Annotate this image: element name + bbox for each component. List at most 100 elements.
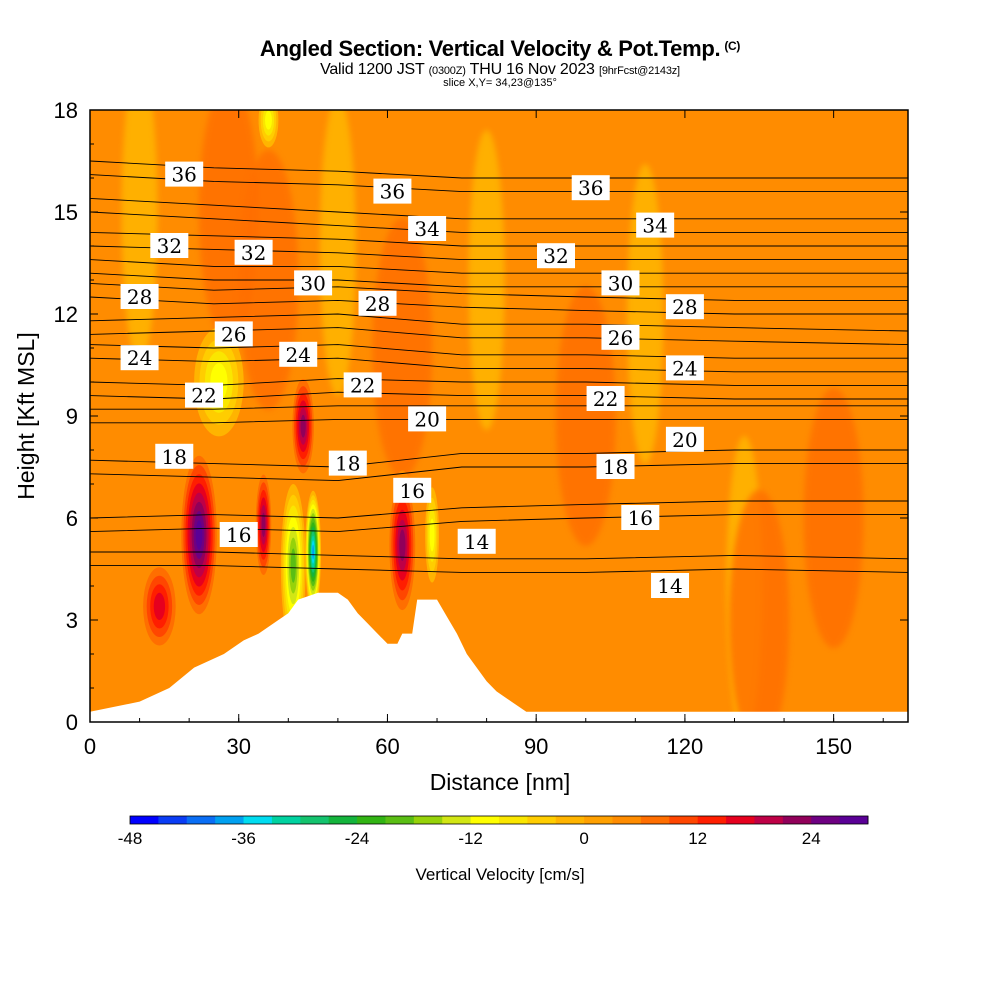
contour-label-box (214, 321, 253, 347)
contour-label-box (120, 345, 159, 371)
contour-label-box (596, 454, 635, 479)
colorbar-swatch (243, 816, 273, 824)
slice-info: slice X,Y= 34,23@135° (443, 77, 557, 89)
contour-label-box (219, 522, 258, 547)
theta-contour (90, 405, 908, 410)
contour-label-box (601, 324, 640, 350)
colorbar-frame (129, 815, 869, 825)
contour-label: 18 (162, 445, 187, 469)
weak-band (319, 110, 356, 396)
theta-contour (90, 282, 908, 301)
colorbar-swatch (754, 816, 784, 824)
chart-subtitle: Valid 1200 JST (0300Z) THU 16 Nov 2023 [… (0, 61, 1000, 79)
colorbar-swatch (839, 816, 869, 824)
x-tick-label: 150 (815, 734, 852, 759)
updraft-cell (261, 512, 266, 537)
colorbar-label: Vertical Velocity [cm/s] (415, 865, 584, 884)
x-tick-label: 60 (375, 734, 399, 759)
colorbar-swatch (555, 816, 585, 824)
contour-label: 32 (157, 234, 182, 258)
colorbar-tick-label: -48 (118, 829, 143, 848)
contour-label-box (586, 386, 625, 411)
theta-contour (90, 344, 908, 359)
y-tick-label: 6 (66, 506, 78, 531)
contour-label: 32 (543, 244, 568, 268)
contour-label: 26 (221, 322, 246, 346)
y-tick-label: 9 (66, 404, 78, 429)
contour-label: 34 (642, 214, 667, 238)
chart-title: Angled Section: Vertical Velocity & Pot.… (0, 36, 1000, 62)
colorbar-tick-label: -36 (231, 829, 256, 848)
y-tick-label: 3 (66, 608, 78, 633)
contour-label: 20 (672, 428, 697, 452)
light-updraft-band (555, 286, 616, 546)
contour-label: 20 (414, 407, 439, 431)
subtitle-utc: (0300Z) (428, 65, 466, 77)
contour-label: 16 (628, 506, 653, 530)
theta-contour (90, 327, 908, 346)
contour-label-box (373, 178, 412, 204)
updraft-cell (195, 520, 203, 550)
colorbar-tick-label: 24 (802, 829, 821, 848)
contour-label: 18 (603, 455, 628, 479)
contour-label: 22 (593, 387, 618, 411)
contour-label-box (279, 341, 318, 367)
weak-band (468, 130, 505, 430)
updraft-cell (153, 592, 166, 621)
theta-contour (90, 160, 908, 179)
contour-labels: 36 36 36 34 34 32 32 32 30 30 28 28 28 26 26 24 24 24 22 22… (120, 161, 704, 598)
downdraft-cell (429, 518, 435, 552)
contour-label-box (621, 505, 660, 530)
contour-label-box (665, 294, 704, 320)
title-text: Angled Section: Vertical Velocity & Pot.… (259, 36, 721, 61)
contour-label: 14 (657, 574, 682, 598)
contour-label-box (393, 477, 432, 503)
x-tick-label: 120 (667, 734, 704, 759)
subtitle-date: THU 16 Nov 2023 (469, 61, 595, 78)
colorbar-swatch (584, 816, 614, 824)
contour-label: 28 (365, 292, 390, 316)
contour-label: 16 (400, 479, 425, 503)
weak-band (121, 110, 158, 362)
colorbar-swatch (300, 816, 330, 824)
colorbar-tick-label: 12 (688, 829, 707, 848)
contour-label-box (665, 355, 704, 381)
theta-contour (90, 551, 908, 560)
theta-contours (90, 160, 908, 573)
theta-contour (90, 211, 908, 233)
theta-contour (90, 197, 908, 220)
contour-label-box (328, 450, 367, 476)
contour-label: 24 (127, 346, 152, 370)
contour-label-box (165, 161, 204, 187)
colorbar-swatch (470, 816, 500, 824)
contour-label: 26 (608, 326, 633, 350)
theta-contour (90, 514, 908, 533)
contour-label: 32 (241, 241, 266, 265)
colorbar-swatch (130, 816, 159, 824)
updraft-cell (399, 529, 406, 561)
downdraft-cell (312, 544, 315, 560)
theta-contour (90, 313, 908, 332)
x-axis-label: Distance [nm] (430, 769, 571, 795)
colorbar-swatch (442, 816, 472, 824)
colorbar-swatch (726, 816, 755, 824)
colorbar-swatch (782, 816, 812, 824)
theta-contour (90, 449, 908, 468)
contour-label-box (343, 372, 382, 398)
light-updraft-band (803, 388, 864, 648)
subtitle-valid: Valid 1200 JST (320, 61, 425, 78)
x-tick-label: 0 (84, 734, 96, 759)
colorbar-swatch (357, 816, 386, 824)
contour-label: 28 (127, 285, 152, 309)
contour-label-box (651, 573, 690, 598)
colorbar-tick-label: 0 (579, 829, 588, 848)
contour-label-box (185, 382, 224, 408)
weak-band (627, 164, 664, 464)
theta-contour (90, 357, 908, 373)
contour-label-box (636, 212, 675, 238)
velocity-field (90, 110, 908, 722)
y-axis-label: Height [Kft MSL] (13, 332, 39, 499)
colorbar-swatch (328, 816, 358, 824)
